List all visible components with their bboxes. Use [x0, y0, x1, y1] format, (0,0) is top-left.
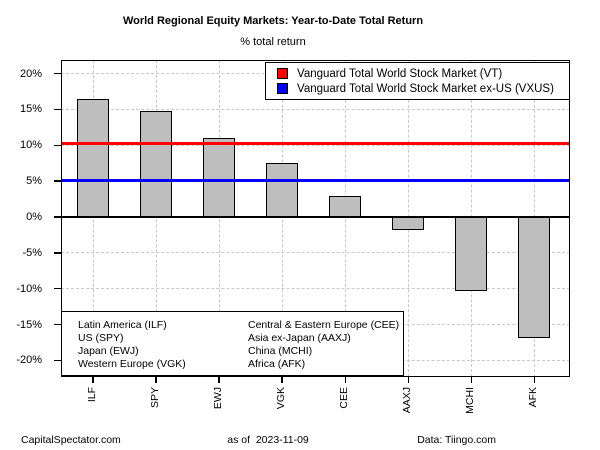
x-axis-label-ewj: EWJ: [212, 387, 225, 410]
y-axis-tick: [54, 180, 61, 182]
x-axis-label-spy: SPY: [149, 387, 162, 409]
y-axis-tick: [54, 323, 61, 326]
bar-vgk: [266, 163, 299, 217]
region-key-item: China (MCHI): [248, 345, 313, 357]
region-key-item: Africa (AFK): [248, 358, 306, 370]
y-axis-tick: [54, 252, 61, 254]
x-axis-tick: [344, 377, 347, 383]
y-axis-tick: [54, 287, 61, 290]
reference-line-vt: [61, 142, 570, 146]
reference-line-vxus: [61, 178, 570, 182]
gridline-vertical: [281, 60, 283, 377]
bar-mchi: [455, 217, 488, 291]
x-axis-tick: [407, 377, 410, 383]
legend-label-vxus: Vanguard Total World Stock Market ex-US …: [297, 82, 554, 95]
x-axis-label-vgk: VGK: [275, 387, 288, 410]
region-key-item: Japan (EWJ): [78, 345, 139, 357]
region-key-box: Latin America (ILF) US (SPY) Japan (EWJ)…: [61, 311, 404, 376]
chart-title: World Regional Equity Markets: Year-to-D…: [122, 15, 424, 27]
x-axis-label-cee: CEE: [338, 387, 351, 409]
bar-spy: [140, 110, 173, 218]
plot-area: Vanguard Total World Stock Market (VT) V…: [61, 60, 570, 377]
footer-data-source: Data: Tiingo.com: [417, 434, 496, 446]
gridline-vertical: [218, 60, 220, 377]
y-axis-tick: [54, 144, 61, 147]
y-axis-label: -10%: [16, 282, 42, 295]
x-axis-label-mchi: MCHI: [464, 387, 477, 414]
legend-item-vxus: Vanguard Total World Stock Market ex-US …: [277, 83, 569, 95]
legend-swatch-vt-icon: [277, 68, 288, 79]
x-axis-tick: [533, 377, 536, 383]
y-axis-label: -20%: [16, 354, 42, 367]
gridline-horizontal: [61, 288, 570, 290]
y-axis-label: 15%: [19, 103, 42, 116]
y-axis-tick: [54, 359, 61, 362]
region-key-column-left: Latin America (ILF) US (SPY) Japan (EWJ)…: [78, 319, 186, 371]
region-key-item: Western Europe (VGK): [78, 358, 186, 370]
x-axis-label-ilf: ILF: [86, 387, 98, 403]
gridline-horizontal: [61, 252, 570, 254]
region-key-item: Latin America (ILF): [78, 319, 167, 331]
y-axis-tick: [54, 216, 61, 218]
x-axis-label-afk: AFK: [527, 387, 540, 408]
x-axis-label-aaxj: AAXJ: [401, 387, 414, 414]
zero-axis-line: [61, 216, 570, 218]
legend-label-vt: Vanguard Total World Stock Market (VT): [297, 67, 503, 80]
gridline-vertical: [92, 60, 94, 377]
x-axis-tick: [218, 377, 220, 383]
y-axis-label: -5%: [22, 246, 42, 259]
legend-item-vt: Vanguard Total World Stock Market (VT): [277, 68, 569, 80]
legend-swatch-vxus-icon: [277, 83, 288, 94]
gridline-horizontal: [61, 108, 570, 110]
y-axis-label: 20%: [19, 67, 42, 80]
region-key-column-right: Central & Eastern Europe (CEE) Asia ex-J…: [248, 319, 399, 371]
y-axis-label: -15%: [16, 318, 42, 331]
x-axis-tick: [281, 377, 283, 383]
y-axis-label: 10%: [19, 139, 42, 152]
region-key-item: Central & Eastern Europe (CEE): [248, 319, 400, 331]
footer-as-of-date: as of 2023-11-09: [227, 434, 309, 446]
bar-afk: [518, 217, 551, 339]
x-axis-tick: [92, 377, 94, 383]
x-axis-tick: [155, 377, 157, 383]
y-axis-label: 5%: [26, 175, 42, 188]
region-key-item: US (SPY): [78, 332, 124, 344]
y-axis-label: 0%: [26, 211, 42, 224]
footer-source-site: CapitalSpectator.com: [21, 434, 121, 446]
region-key-item: Asia ex-Japan (AAXJ): [248, 332, 351, 344]
bar-ilf: [77, 99, 109, 217]
bar-ewj: [203, 138, 236, 217]
x-axis-tick: [470, 377, 473, 383]
gridline-vertical: [344, 60, 346, 377]
legend-box: Vanguard Total World Stock Market (VT) V…: [265, 62, 570, 100]
bar-cee: [329, 195, 362, 217]
y-axis-tick: [54, 108, 61, 111]
y-axis-tick: [54, 72, 61, 75]
chart-subtitle: % total return: [240, 36, 306, 48]
gridline-vertical: [155, 60, 157, 377]
bar-aaxj: [392, 217, 425, 230]
